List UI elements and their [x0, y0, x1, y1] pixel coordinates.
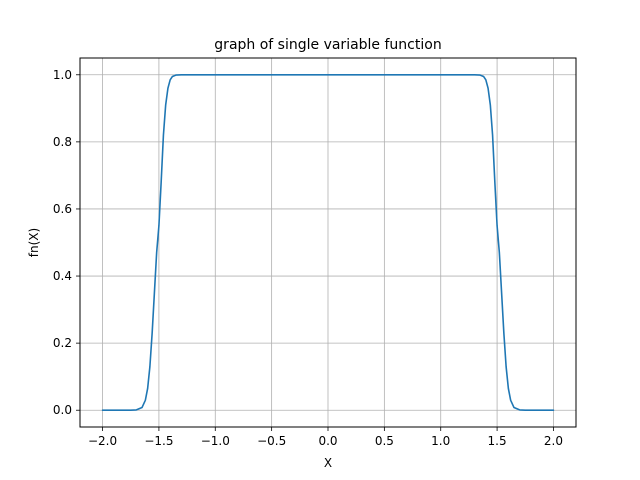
x-tick-label: −2.0: [88, 434, 117, 448]
y-tick-label: 0.4: [53, 269, 72, 283]
x-tick-label: −1.5: [144, 434, 173, 448]
series-line: [101, 73, 555, 412]
y-tick-label: 1.0: [53, 68, 72, 82]
x-axis-label: X: [324, 456, 332, 470]
x-tick-label: 0.0: [318, 434, 337, 448]
y-axis-label: fn(X): [27, 228, 41, 257]
x-tick-label: −1.0: [201, 434, 230, 448]
plot-series: [101, 73, 555, 412]
y-tick-label: 0.8: [53, 135, 72, 149]
y-tick-label: 0.0: [53, 403, 72, 417]
axis-ticks: −2.0 −1.5 −1.0 −0.5 0.0 0.5 1.0 1.5 2.0 0.0 0.2 0.4…: [53, 68, 563, 448]
y-tick-label: 0.2: [53, 336, 72, 350]
x-tick-label: −0.5: [257, 434, 286, 448]
x-tick-label: 2.0: [544, 434, 563, 448]
chart-title: graph of single variable function: [214, 37, 441, 53]
y-tick-label: 0.6: [53, 202, 72, 216]
x-tick-label: 1.5: [488, 434, 507, 448]
x-tick-label: 1.0: [431, 434, 450, 448]
x-tick-label: 0.5: [375, 434, 394, 448]
